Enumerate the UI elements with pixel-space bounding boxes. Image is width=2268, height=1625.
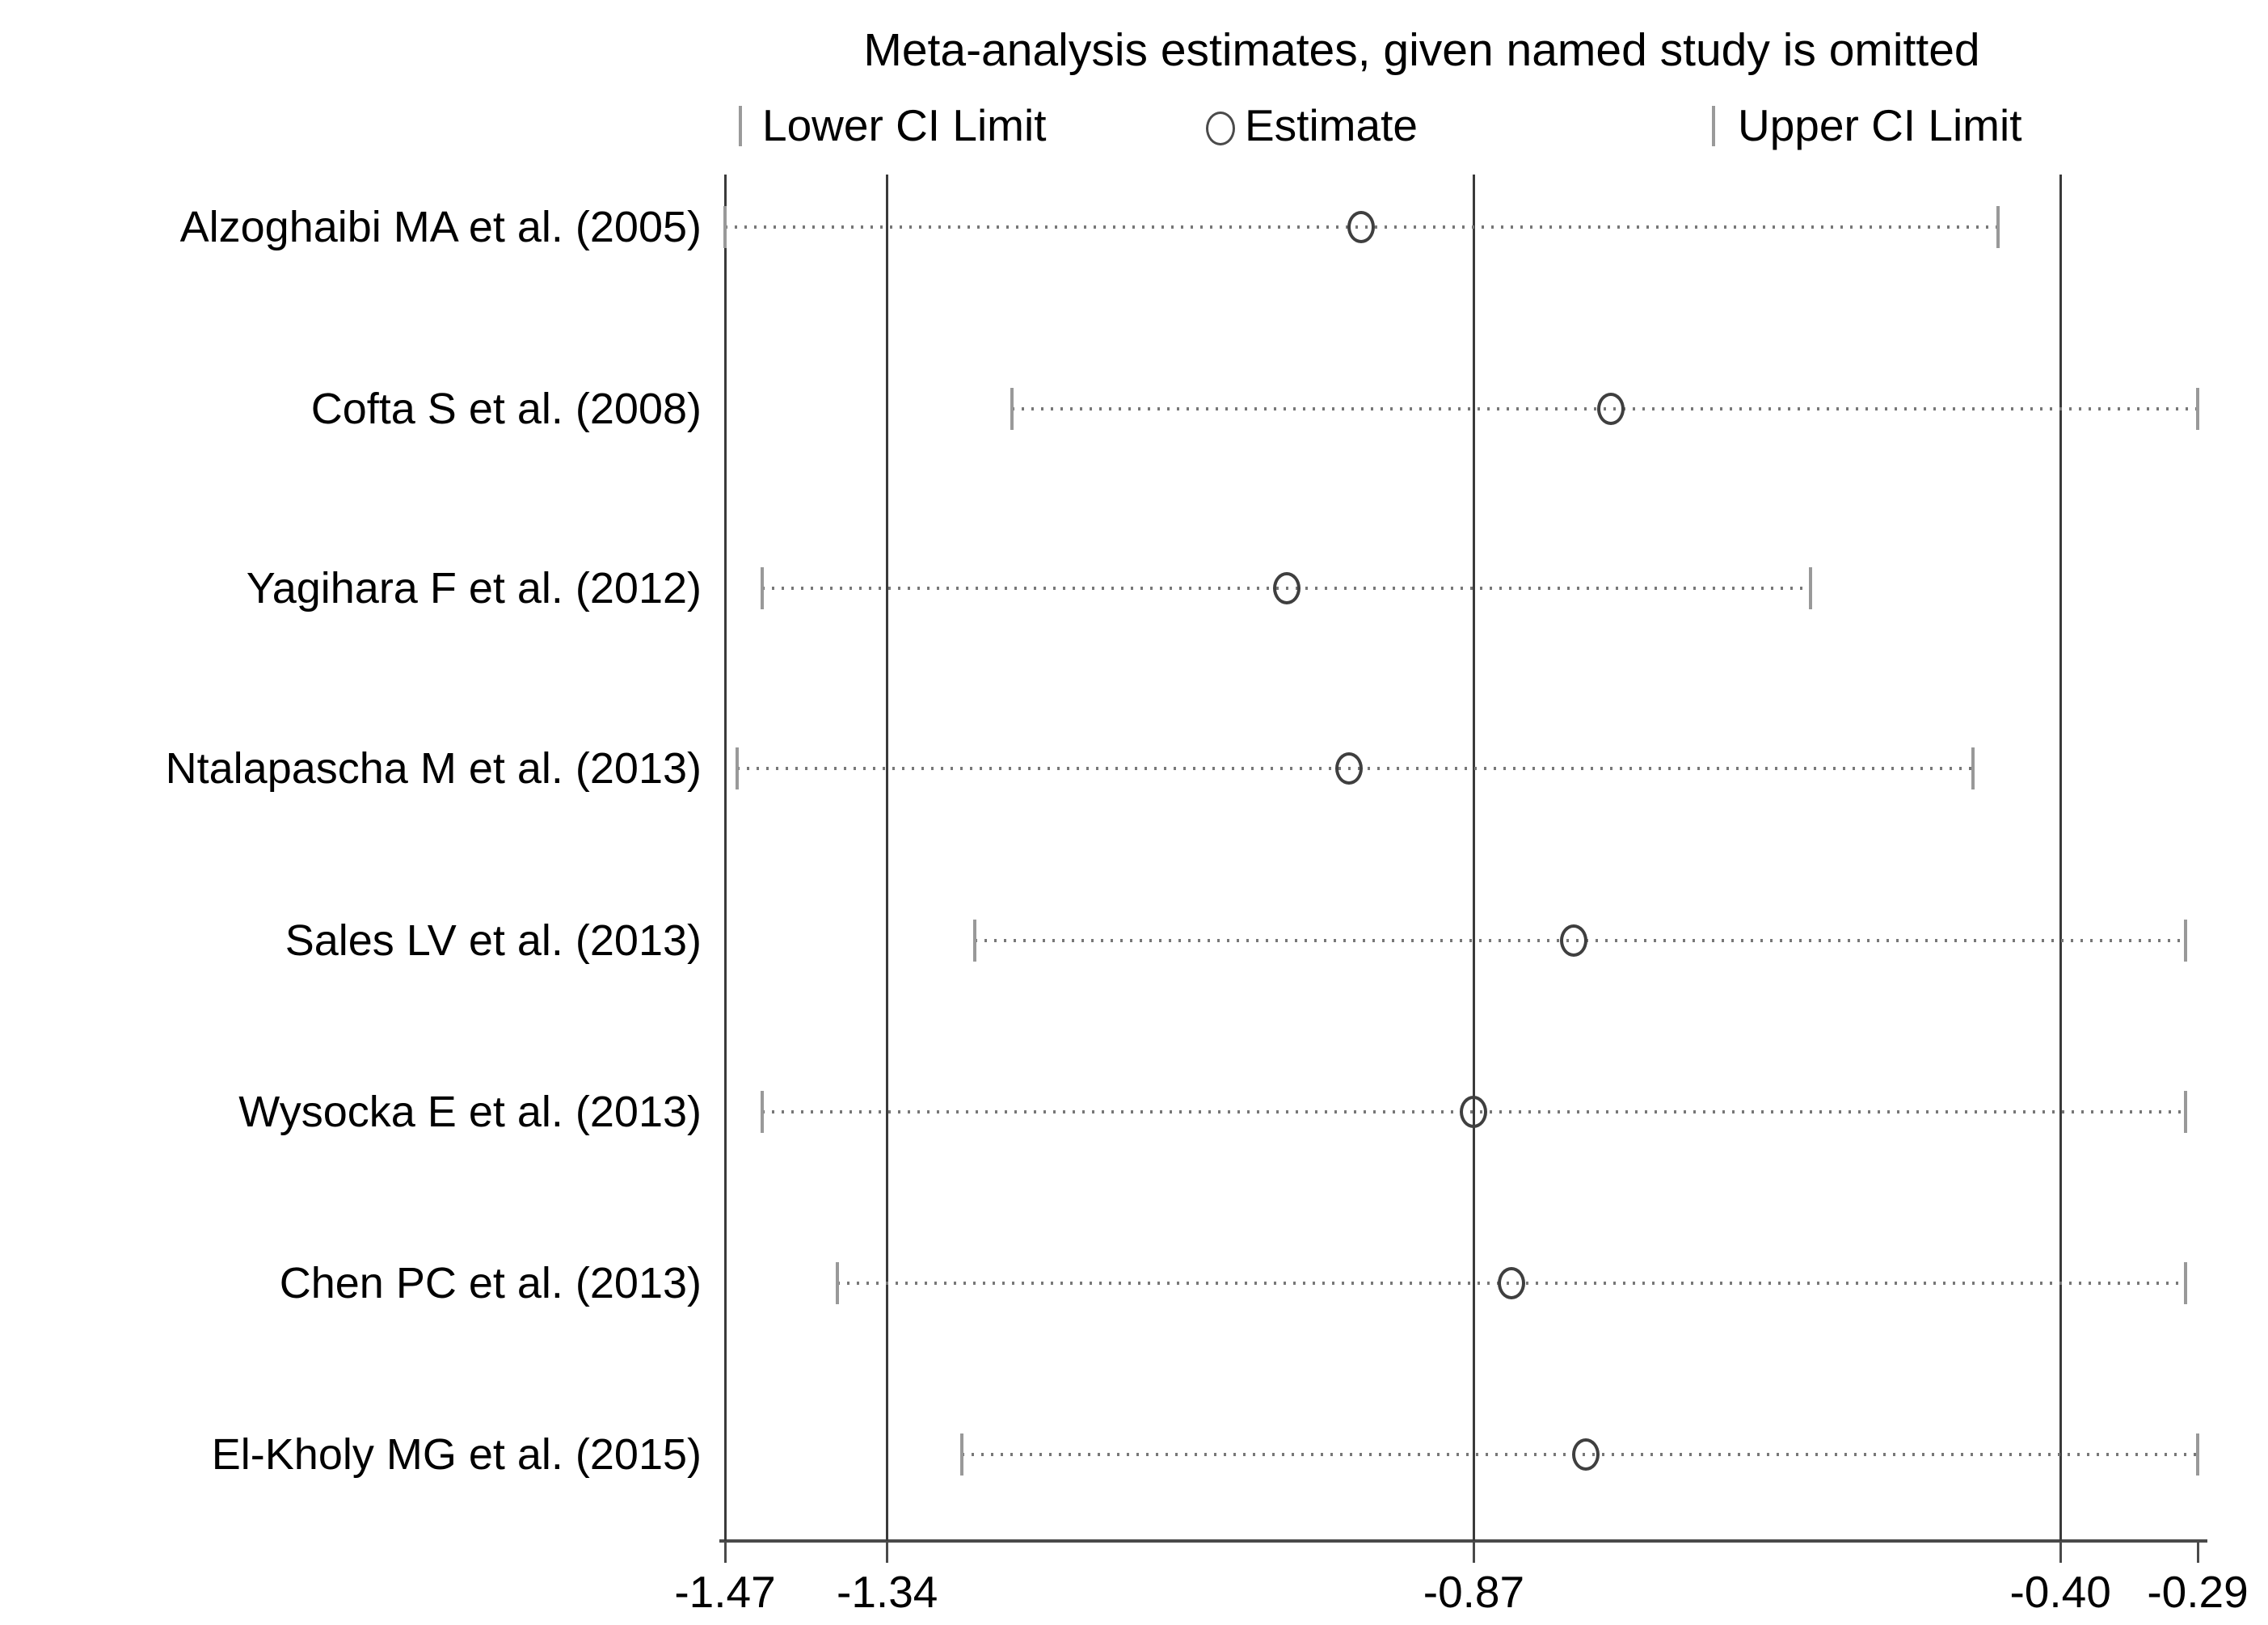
study-label: El-Kholy MG et al. (2015)	[211, 1430, 702, 1479]
legend-upper-ci-label: Upper CI Limit	[1738, 100, 2022, 150]
study-label: Wysocka E et al. (2013)	[238, 1088, 702, 1136]
ref-line-overall-estimate	[1472, 175, 1475, 1541]
legend-estimate-label: Estimate	[1245, 100, 1418, 150]
upper-ci-tick	[1809, 567, 1813, 609]
ref-line-overall-lower-ci	[886, 175, 889, 1541]
estimate-marker	[1572, 1438, 1600, 1471]
legend-lower-ci-tick-icon	[739, 106, 742, 146]
lower-ci-tick	[835, 1262, 839, 1304]
lower-ci-tick	[723, 206, 727, 248]
x-axis-line	[719, 1539, 2207, 1543]
upper-ci-tick	[1971, 747, 1975, 789]
lower-ci-tick	[736, 747, 740, 789]
lower-ci-tick	[972, 920, 976, 962]
x-axis-tick	[2196, 1543, 2199, 1563]
estimate-marker	[1347, 211, 1376, 243]
lower-ci-tick	[960, 1433, 964, 1476]
upper-ci-tick	[2183, 1091, 2187, 1133]
study-label: Ntalapascha M et al. (2013)	[165, 744, 702, 793]
estimate-marker	[1559, 924, 1587, 957]
legend-estimate-circle-icon	[1206, 112, 1235, 145]
estimate-marker	[1597, 393, 1625, 425]
study-label: Alzoghaibi MA et al. (2005)	[179, 203, 702, 251]
chart-title: Meta-analysis estimates, given named stu…	[863, 24, 1980, 76]
x-axis-tick	[886, 1543, 889, 1563]
estimate-marker	[1460, 1096, 1488, 1128]
legend-upper-ci-tick-icon	[1712, 106, 1715, 146]
study-label: Yagihara F et al. (2012)	[246, 564, 702, 613]
upper-ci-tick	[1996, 206, 2000, 248]
study-label: Sales LV et al. (2013)	[285, 916, 702, 965]
x-axis-tick	[1472, 1543, 1475, 1563]
x-axis-tick	[2059, 1543, 2062, 1563]
legend-lower-ci-label: Lower CI Limit	[762, 100, 1047, 150]
estimate-marker	[1272, 572, 1301, 604]
lower-ci-tick	[761, 567, 765, 609]
x-axis-tick-label: -1.34	[837, 1567, 938, 1617]
upper-ci-tick	[2196, 1433, 2199, 1476]
study-label: Chen PC et al. (2013)	[279, 1259, 702, 1307]
ref-line-overall-upper-ci	[2059, 175, 2062, 1541]
lower-ci-tick	[1010, 388, 1014, 430]
x-axis-tick-label: -1.47	[674, 1567, 776, 1617]
estimate-marker	[1497, 1267, 1525, 1299]
upper-ci-tick	[2183, 920, 2187, 962]
upper-ci-tick	[2183, 1262, 2187, 1304]
x-axis-tick-label: -0.29	[2147, 1567, 2249, 1617]
upper-ci-tick	[2196, 388, 2199, 430]
x-axis-tick	[723, 1543, 727, 1563]
x-axis-tick-label: -0.40	[2009, 1567, 2111, 1617]
study-label: Cofta S et al. (2008)	[310, 385, 702, 433]
estimate-marker	[1335, 752, 1364, 785]
lower-ci-tick	[761, 1091, 765, 1133]
x-axis-tick-label: -0.87	[1423, 1567, 1525, 1617]
y-axis-line	[723, 175, 727, 1541]
